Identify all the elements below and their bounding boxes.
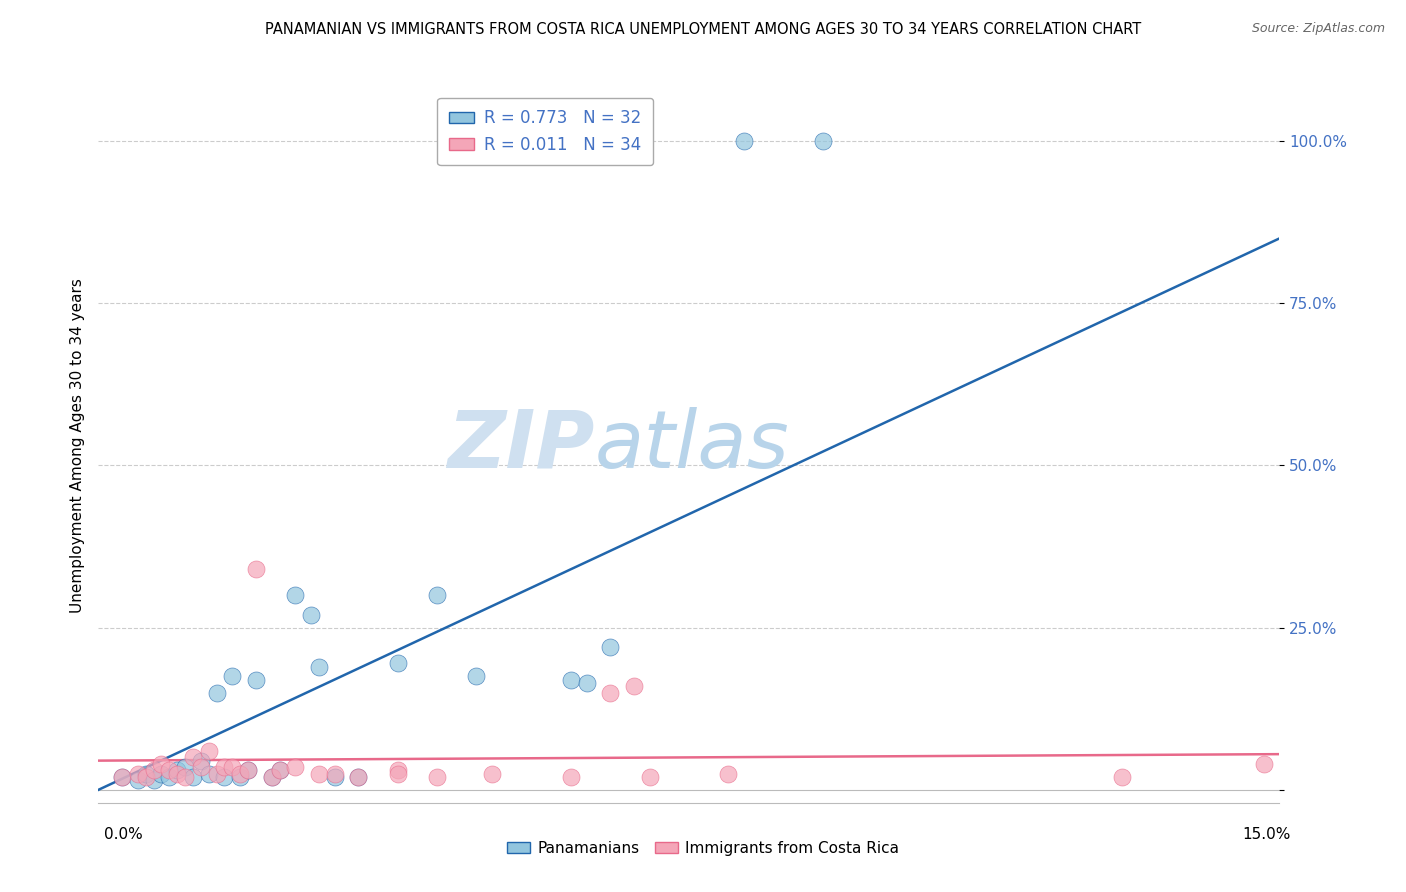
- Point: [174, 760, 197, 774]
- Point: [599, 640, 621, 654]
- Legend: R = 0.773   N = 32, R = 0.011   N = 34: R = 0.773 N = 32, R = 0.011 N = 34: [437, 97, 652, 165]
- Text: PANAMANIAN VS IMMIGRANTS FROM COSTA RICA UNEMPLOYMENT AMONG AGES 30 TO 34 YEARS : PANAMANIAN VS IMMIGRANTS FROM COSTA RICA…: [264, 22, 1142, 37]
- Point: [236, 764, 259, 778]
- Point: [284, 588, 307, 602]
- Point: [269, 764, 291, 778]
- Point: [142, 764, 165, 778]
- Point: [811, 134, 834, 148]
- Point: [481, 766, 503, 780]
- Point: [308, 659, 330, 673]
- Point: [229, 770, 252, 784]
- Point: [205, 685, 228, 699]
- Point: [127, 766, 149, 780]
- Text: ZIP: ZIP: [447, 407, 595, 485]
- Point: [135, 770, 157, 784]
- Point: [142, 773, 165, 788]
- Point: [135, 766, 157, 780]
- Point: [347, 770, 370, 784]
- Point: [229, 766, 252, 780]
- Point: [157, 770, 180, 784]
- Point: [111, 770, 134, 784]
- Point: [166, 766, 188, 780]
- Point: [205, 766, 228, 780]
- Point: [150, 766, 173, 780]
- Point: [221, 669, 243, 683]
- Point: [214, 760, 236, 774]
- Point: [214, 770, 236, 784]
- Text: atlas: atlas: [595, 407, 789, 485]
- Legend: Panamanians, Immigrants from Costa Rica: Panamanians, Immigrants from Costa Rica: [501, 835, 905, 862]
- Point: [221, 760, 243, 774]
- Point: [260, 770, 283, 784]
- Text: 15.0%: 15.0%: [1243, 827, 1291, 841]
- Text: Source: ZipAtlas.com: Source: ZipAtlas.com: [1251, 22, 1385, 36]
- Point: [575, 675, 598, 690]
- Point: [1111, 770, 1133, 784]
- Point: [245, 673, 267, 687]
- Point: [190, 754, 212, 768]
- Point: [127, 773, 149, 788]
- Point: [323, 770, 346, 784]
- Point: [157, 764, 180, 778]
- Point: [111, 770, 134, 784]
- Point: [717, 766, 740, 780]
- Point: [236, 764, 259, 778]
- Point: [465, 669, 488, 683]
- Point: [560, 673, 582, 687]
- Point: [638, 770, 661, 784]
- Point: [181, 770, 204, 784]
- Point: [197, 766, 219, 780]
- Point: [623, 679, 645, 693]
- Y-axis label: Unemployment Among Ages 30 to 34 years: Unemployment Among Ages 30 to 34 years: [69, 278, 84, 614]
- Point: [599, 685, 621, 699]
- Point: [560, 770, 582, 784]
- Text: 0.0%: 0.0%: [104, 827, 143, 841]
- Point: [733, 134, 755, 148]
- Point: [174, 770, 197, 784]
- Point: [308, 766, 330, 780]
- Point: [181, 750, 204, 764]
- Point: [387, 766, 409, 780]
- Point: [323, 766, 346, 780]
- Point: [426, 588, 449, 602]
- Point: [190, 760, 212, 774]
- Point: [260, 770, 283, 784]
- Point: [245, 562, 267, 576]
- Point: [197, 744, 219, 758]
- Point: [1253, 756, 1275, 771]
- Point: [347, 770, 370, 784]
- Point: [299, 607, 322, 622]
- Point: [150, 756, 173, 771]
- Point: [426, 770, 449, 784]
- Point: [269, 764, 291, 778]
- Point: [284, 760, 307, 774]
- Point: [387, 764, 409, 778]
- Point: [387, 657, 409, 671]
- Point: [166, 764, 188, 778]
